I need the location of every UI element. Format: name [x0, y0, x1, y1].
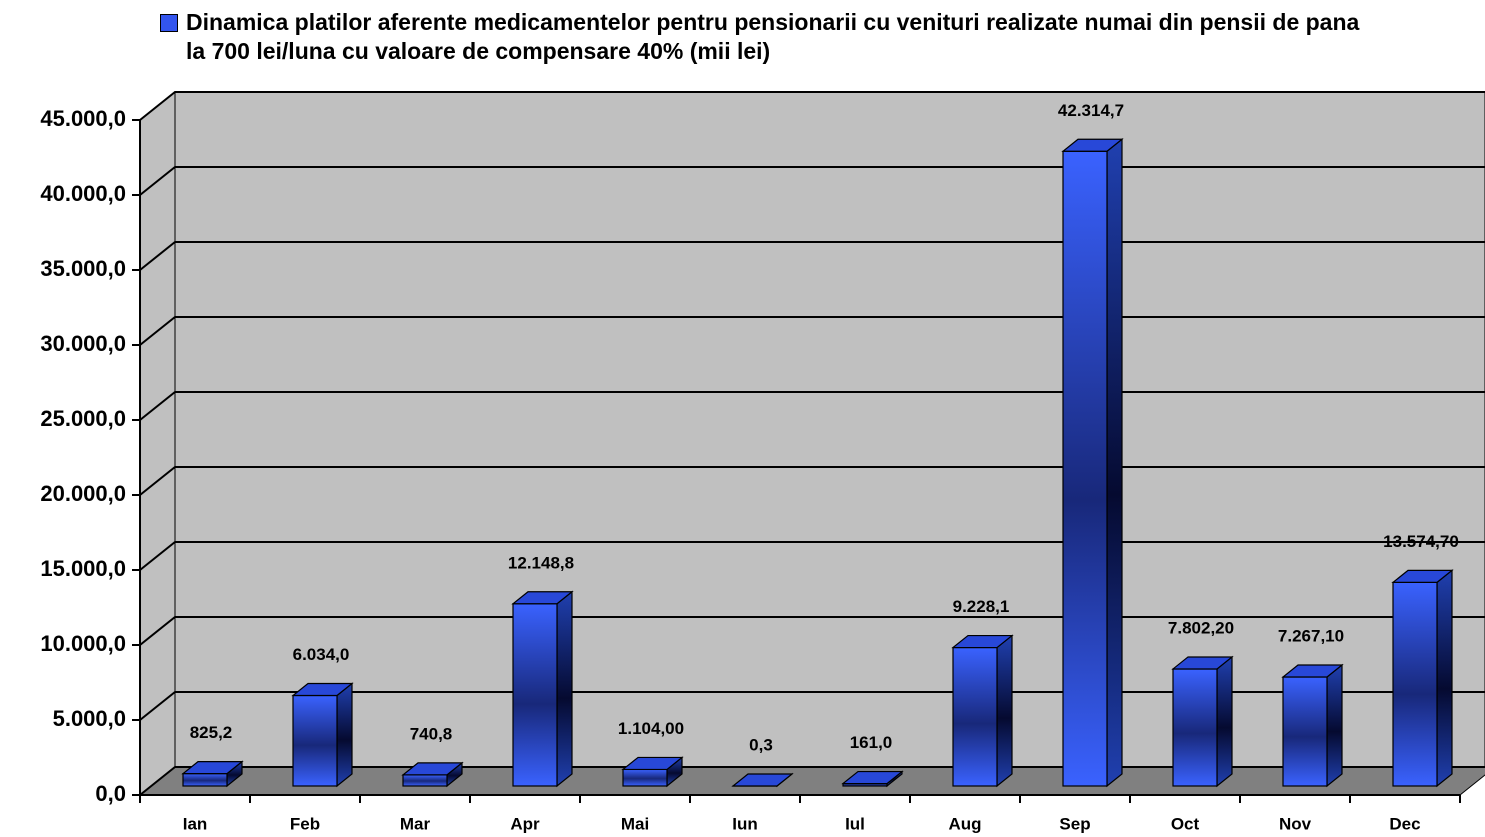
x-tick-label: Sep [1059, 814, 1090, 833]
value-label: 6.034,0 [293, 645, 350, 664]
bar [952, 646, 998, 787]
side-wall [139, 90, 176, 797]
bar-top [181, 761, 244, 775]
bar-group [841, 770, 904, 788]
bar-top [841, 770, 904, 785]
grid-line [139, 766, 1485, 796]
x-tick-label: Iun [732, 814, 758, 833]
bar-top [1061, 138, 1124, 152]
value-label: 0,3 [749, 735, 773, 754]
y-tick-label: 45.000,0 [40, 106, 126, 131]
bar-group [181, 760, 244, 788]
bar-group [511, 590, 574, 788]
bar [402, 774, 448, 787]
bar [182, 773, 228, 787]
x-tick-label: Mar [400, 814, 431, 833]
bar-side [556, 590, 573, 788]
y-tick-label: 5.000,0 [53, 706, 126, 731]
bar [1172, 668, 1218, 787]
bar [512, 603, 558, 787]
bar-top [1391, 569, 1454, 583]
y-tick-label: 40.000,0 [40, 181, 126, 206]
bar-top [621, 756, 684, 771]
bar [1392, 581, 1438, 787]
grid-line [139, 91, 1485, 121]
bar [1282, 676, 1328, 787]
bar-top [731, 773, 794, 787]
y-tick-label: 35.000,0 [40, 256, 126, 281]
bar-group [731, 772, 794, 788]
y-tick-label: 20.000,0 [40, 481, 126, 506]
back-wall [174, 91, 1485, 768]
bar-group [1391, 569, 1454, 788]
value-label: 42.314,7 [1058, 101, 1124, 120]
bar [622, 768, 668, 787]
grid-line [139, 466, 1485, 496]
y-tick-label: 25.000,0 [40, 406, 126, 431]
legend-swatch [160, 14, 178, 32]
value-label: 161,0 [850, 733, 893, 752]
grid-line [139, 391, 1485, 421]
value-label: 7.802,20 [1168, 618, 1234, 637]
value-label: 12.148,8 [508, 553, 574, 572]
bar-top [401, 762, 464, 776]
bar-side [336, 682, 353, 788]
bar-side [1326, 663, 1343, 788]
grid-line [139, 166, 1485, 196]
y-tick-label: 15.000,0 [40, 556, 126, 581]
bar-group [1171, 655, 1234, 788]
bar-group [621, 756, 684, 788]
bar-side [1216, 655, 1233, 788]
x-tick-label: Iul [845, 814, 865, 833]
x-tick-label: Oct [1171, 814, 1200, 833]
bar-side [996, 634, 1013, 788]
bar [292, 694, 338, 787]
grid-line [139, 541, 1485, 571]
bar-group [1281, 663, 1344, 788]
x-tick-label: Dec [1389, 814, 1420, 833]
grid-line [139, 316, 1485, 346]
bar-group [401, 761, 464, 788]
x-tick-label: Feb [290, 814, 320, 833]
bar-group [291, 682, 354, 788]
bar-top [1281, 664, 1344, 678]
bar-top [291, 682, 354, 697]
y-tick-label: 0,0 [95, 781, 126, 806]
value-label: 9.228,1 [953, 597, 1010, 616]
x-tick-label: Ian [183, 814, 208, 833]
value-label: 7.267,10 [1278, 626, 1344, 645]
bar-side [1436, 569, 1453, 788]
bar-group [951, 634, 1014, 788]
y-tick-label: 10.000,0 [40, 631, 126, 656]
grid-line [139, 241, 1485, 271]
value-label: 1.104,00 [618, 719, 684, 738]
bar-group [1061, 138, 1124, 788]
bar-top [1171, 656, 1234, 670]
bar-side [1106, 138, 1123, 788]
x-tick-label: Mai [621, 814, 649, 833]
bar-top [951, 634, 1014, 649]
x-tick-label: Nov [1279, 814, 1312, 833]
grid-line [139, 616, 1485, 646]
value-label: 13.574,70 [1383, 532, 1459, 551]
legend-label: Dinamica platilor aferente medicamentelo… [186, 9, 1360, 64]
grid-line [139, 691, 1485, 721]
bar [1062, 150, 1108, 787]
legend: Dinamica platilor aferente medicamentelo… [160, 8, 1366, 66]
x-tick-label: Aug [948, 814, 981, 833]
y-tick-label: 30.000,0 [40, 331, 126, 356]
x-tick-label: Apr [510, 814, 540, 833]
value-label: 825,2 [190, 723, 233, 742]
value-label: 740,8 [410, 724, 453, 743]
bar-top [511, 591, 574, 605]
